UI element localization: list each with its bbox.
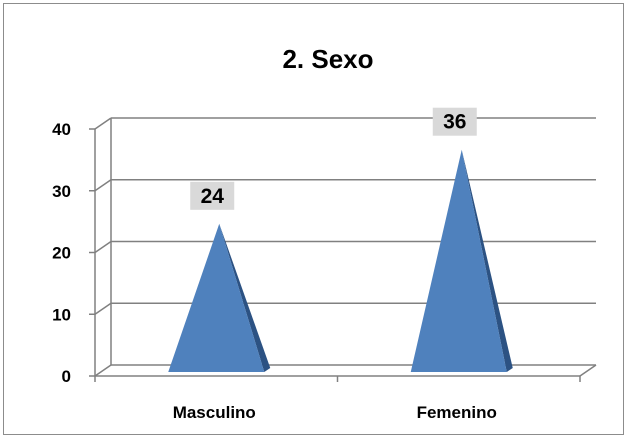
y-tick-label: 30	[52, 182, 71, 201]
y-tick-label: 40	[52, 120, 71, 139]
x-tick-label: Masculino	[173, 403, 256, 422]
x-tick-label: Femenino	[417, 403, 497, 422]
y-tick-label: 0	[62, 367, 71, 386]
data-label: 24	[201, 185, 225, 208]
bars	[168, 149, 513, 372]
bar	[410, 149, 507, 372]
y-tick-label: 20	[52, 244, 71, 263]
gridlines	[94, 117, 596, 377]
chart-area	[3, 3, 624, 435]
bar	[168, 223, 265, 372]
gridline-depth	[94, 302, 112, 315]
y-tick-label: 10	[52, 305, 71, 324]
gridline-depth	[94, 240, 112, 254]
chart-title: 2. Sexo	[282, 44, 373, 74]
data-label: 36	[443, 111, 466, 134]
bar-side	[219, 223, 271, 372]
gridline-depth	[94, 364, 112, 377]
axes: 0 10 20 30 40 Masculino Femenino	[52, 120, 597, 422]
bar-side	[461, 149, 513, 372]
floor-depth-edge	[579, 364, 597, 377]
gridline-depth	[94, 117, 112, 130]
gridline-depth	[94, 179, 112, 192]
data-label-bg	[190, 181, 235, 210]
data-label-bg	[432, 107, 477, 136]
data-labels: 24 36	[190, 107, 477, 210]
